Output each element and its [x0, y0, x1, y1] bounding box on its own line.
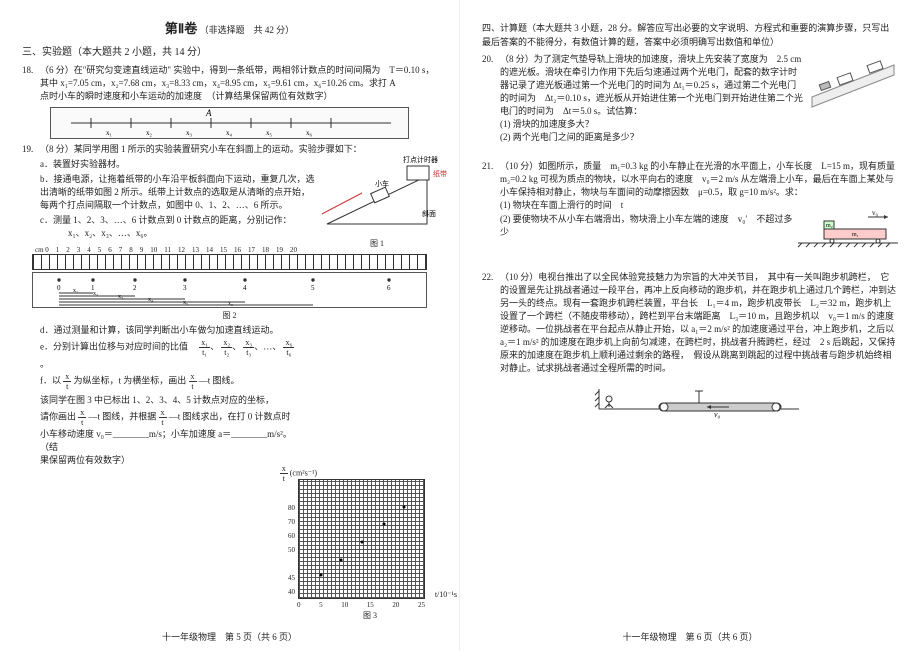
q22-text: （10 分）电视台推出了以全民体验竞技魅力为宗旨的大冲关节目， 其中有一关叫跑步…	[500, 271, 898, 375]
q21-fig: v₀ m₂ m₁	[798, 213, 898, 253]
svg-text:斜面: 斜面	[422, 209, 436, 218]
q19: 19. （8 分）某同学用图 1 所示的实验装置研究小车在斜面上的运动。实验步骤…	[22, 143, 437, 250]
q21-num: 21.	[482, 160, 500, 173]
grid-yticks: 807060504540	[288, 501, 295, 599]
q20-num: 20.	[482, 53, 500, 66]
q21: 21. （10 分）如图所示，质量 m₁=0.3 kg 的小车静止在光滑的水平面…	[482, 160, 898, 252]
q19-e1: e．分别计算出位移与对应时间的比值	[40, 341, 188, 351]
section-4-heading: 四、计算题（本大题共 3 小题，28 分。解答应写出必要的文字说明、方程式和重要…	[482, 22, 898, 49]
svg-text:x₆: x₆	[228, 301, 233, 307]
svg-text:v₀: v₀	[872, 209, 879, 217]
q18-tape-figure: A x₁ x₂ x₃ x₄ x₅ x₆	[50, 107, 409, 139]
svg-text:x₅: x₅	[266, 129, 273, 137]
svg-text:x₃: x₃	[186, 129, 193, 137]
svg-text:x₁: x₁	[73, 288, 78, 294]
svg-text:x₃: x₃	[118, 294, 123, 300]
grid-xlabel: t/10⁻¹s	[435, 590, 457, 599]
q18-line3: 点时小车的瞬时速度和小车运动的加速度 （计算结果保留两位有效数字）	[40, 90, 437, 103]
q20-text: （8 分）为了测定气垫导轨上滑块的加速度，滑块上先安装了宽度为 2.5 cm 的…	[500, 53, 804, 118]
grid-ylabel: xt (cm²s⁻¹)	[280, 464, 317, 483]
svg-text:6: 6	[387, 284, 391, 292]
grid-xticks: 0510152025	[297, 601, 425, 609]
paper-title: 第Ⅱ卷	[165, 21, 197, 36]
svg-text:3: 3	[183, 284, 187, 292]
q19-intro: （8 分）某同学用图 1 所示的实验装置研究小车在斜面上的运动。实验步骤如下：	[40, 143, 437, 156]
svg-text:x₁: x₁	[106, 129, 112, 137]
svg-text:m₁: m₁	[852, 232, 859, 238]
q19-a: a．装置好实验器材。	[40, 158, 317, 171]
q19-ruler: cm 0 1 2 3 4 5 6 7 8 9 10 11 12 13 14 15…	[32, 254, 427, 270]
label-A: A	[205, 108, 212, 118]
q19-num: 19.	[22, 143, 40, 156]
q19-g5: 小车移动速度 v₀＝________m/s；小车加速度 a＝________m/…	[40, 427, 298, 453]
fig1-caption: 图 1	[317, 238, 437, 250]
svg-text:打点计时器: 打点计时器	[403, 155, 438, 164]
q19-d: d．通过测量和计算，该同学判断出小车做匀加速直线运动。	[40, 323, 298, 336]
q19-c: c．测量 1、2、3、…、6 计数点到 0 计数点的距离，分别记作：	[40, 214, 317, 227]
q19-grid	[298, 479, 425, 599]
q21-sub2: (2) 要使物块不从小车右端滑出，物块滑上小车左端的速度 v₀′ 不超过多少	[500, 213, 798, 239]
q19-defg: d．通过测量和计算，该同学判断出小车做匀加速直线运动。 e．分别计算出位移与对应…	[22, 323, 298, 466]
svg-text:x₂: x₂	[146, 129, 153, 137]
q20-sub1: (1) 滑块的加速度多大？	[500, 118, 804, 131]
q18: 18. （6 分）在"研究匀变速直线运动" 实验中，得到一条纸带，两相邻计数点的…	[22, 64, 437, 103]
fig3-caption: 图 3	[363, 610, 377, 621]
paper-sub: （非选择题 共 42 分）	[200, 25, 295, 35]
q21-sub1: (1) 物块在车面上滑行的时间 t	[500, 199, 898, 212]
q20-sub2: (2) 两个光电门之间的距离是多少？	[500, 131, 804, 144]
q19-fig1: 打点计时器 纸带 小车 斜面 图 1	[317, 156, 437, 250]
svg-text:v₀: v₀	[714, 410, 721, 419]
svg-text:x₆: x₆	[306, 129, 313, 137]
q21-text: （10 分）如图所示，质量 m₁=0.3 kg 的小车静止在光滑的水平面上，小车…	[500, 160, 898, 199]
svg-text:x₅: x₅	[183, 300, 188, 306]
svg-text:小车: 小车	[375, 179, 389, 188]
svg-text:2: 2	[133, 284, 137, 292]
footer-5: 十一年级物理 第 5 页（共 6 页）	[0, 630, 459, 643]
q18-line2: 其中 x₁=7.05 cm，x₂=7.68 cm，x₃=8.33 cm，x₄=8…	[40, 77, 437, 90]
q22-num: 22.	[482, 271, 500, 284]
svg-text:x₄: x₄	[226, 129, 233, 137]
footer-6: 十一年级物理 第 6 页（共 6 页）	[460, 630, 920, 643]
svg-text:4: 4	[243, 284, 247, 292]
page-6: 四、计算题（本大题共 3 小题，28 分。解答应写出必要的文字说明、方程式和重要…	[460, 0, 920, 651]
section-3-heading: 三、实验题（本大题共 2 小题，共 14 分）	[22, 43, 437, 58]
paper-header: 第Ⅱ卷 （非选择题 共 42 分）	[22, 18, 437, 37]
fig2-caption: 图 2	[22, 310, 437, 321]
q19-g1: 该同学在图 3 中已标出 1、2、3、4、5 计数点对应的坐标，	[40, 393, 298, 406]
q20-fig	[808, 53, 898, 111]
q19-tape: 01 23 45 6 x₁x₂ x₃x₄ x₅ x₆	[32, 272, 427, 308]
svg-text:x₄: x₄	[148, 297, 153, 303]
q19-c2: x₁、x₂、x₃、…、x₆。	[40, 227, 317, 240]
q18-num: 18.	[22, 64, 40, 77]
svg-text:5: 5	[311, 284, 315, 292]
q20: 20. （8 分）为了测定气垫导轨上滑块的加速度，滑块上先安装了宽度为 2.5 …	[482, 53, 898, 144]
q19-b: b．接通电源，让拖着纸带的小车沿平板斜面向下运动，重复几次，选出清晰的纸带如图 …	[40, 173, 317, 212]
svg-text:m₂: m₂	[826, 223, 833, 229]
q18-line1: （6 分）在"研究匀变速直线运动" 实验中，得到一条纸带，两相邻计数点的时间间隔…	[40, 64, 437, 77]
page-5: 第Ⅱ卷 （非选择题 共 42 分） 三、实验题（本大题共 2 小题，共 14 分…	[0, 0, 460, 651]
q19-g6: 果保留两位有效数字）	[40, 453, 298, 466]
svg-text:0: 0	[57, 284, 61, 292]
svg-text:纸带: 纸带	[433, 169, 447, 178]
q22: 22. （10 分）电视台推出了以全民体验竞技魅力为宗旨的大冲关节目， 其中有一…	[482, 271, 898, 425]
svg-text:x₂: x₂	[93, 291, 98, 297]
q22-fig: v₀	[500, 381, 898, 425]
